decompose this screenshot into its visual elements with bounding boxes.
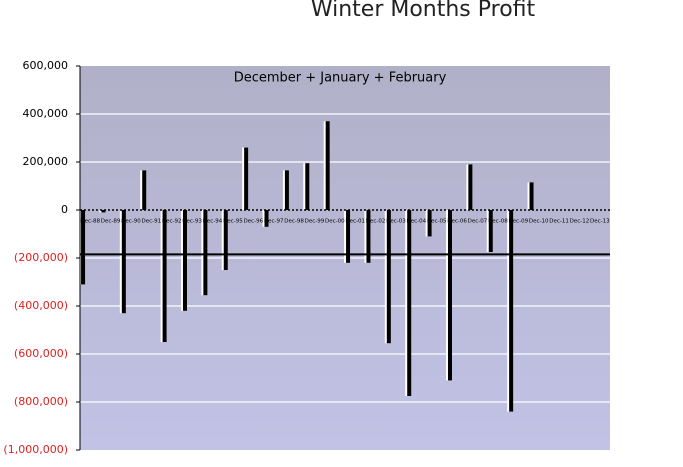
bar xyxy=(407,210,412,396)
bar xyxy=(488,210,493,252)
x-tick-label: Dec-88 xyxy=(80,219,100,225)
bar-shadow xyxy=(201,210,205,296)
bar xyxy=(386,210,391,344)
x-tick-label: Dec-99 xyxy=(305,219,325,225)
x-tick-label: Dec-01 xyxy=(345,219,365,225)
y-tick-label: (800,000) xyxy=(14,395,68,408)
bar-shadow xyxy=(364,210,368,263)
x-tick-label: Dec-95 xyxy=(223,219,243,225)
bar-shadow xyxy=(221,210,225,270)
bar-shadow xyxy=(99,210,103,213)
bar xyxy=(366,210,371,263)
x-tick-label: Dec-94 xyxy=(203,219,223,225)
bar xyxy=(284,170,289,210)
y-tick-label: (200,000) xyxy=(14,251,68,264)
y-tick-label: 0 xyxy=(61,203,68,216)
bar-shadow xyxy=(486,210,490,252)
bar-shadow xyxy=(527,182,531,210)
bar-shadow xyxy=(405,210,409,396)
bar xyxy=(121,210,126,314)
x-tick-label: Dec-89 xyxy=(101,219,121,225)
y-tick-label: (600,000) xyxy=(14,347,68,360)
bar-shadow xyxy=(344,210,348,263)
bar xyxy=(305,163,310,210)
y-tick-label: (1,000,000) xyxy=(3,443,68,456)
bar xyxy=(447,210,452,381)
bar-shadow xyxy=(445,210,449,381)
bar-shadow xyxy=(303,163,307,210)
x-tick-label: Dec-91 xyxy=(142,219,162,225)
x-tick-label: Dec-00 xyxy=(325,219,345,225)
x-tick-label: Dec-96 xyxy=(243,219,263,225)
x-tick-label: Dec-11 xyxy=(549,219,569,225)
x-tick-label: Dec-08 xyxy=(488,219,508,225)
bar xyxy=(468,164,473,210)
x-tick-label: Dec-93 xyxy=(182,219,202,225)
bar xyxy=(346,210,351,263)
x-tick-label: Dec-92 xyxy=(162,219,182,225)
bar-shadow xyxy=(180,210,184,311)
bar-shadow xyxy=(160,210,164,342)
y-tick-label: 400,000 xyxy=(23,107,69,120)
y-tick-label: (400,000) xyxy=(14,299,68,312)
bar xyxy=(81,210,86,285)
bar-shadow xyxy=(282,170,286,210)
bar xyxy=(264,210,269,227)
bar-shadow xyxy=(242,147,246,210)
y-tick-label: 200,000 xyxy=(23,155,69,168)
bar-shadow xyxy=(140,170,144,210)
bar-shadow xyxy=(507,210,511,412)
x-tick-label: Dec-90 xyxy=(121,219,141,225)
bar-shadow xyxy=(79,210,83,285)
bar xyxy=(142,170,147,210)
bar-shadow xyxy=(466,164,470,210)
bar-shadow xyxy=(262,210,266,227)
x-tick-label: Dec-97 xyxy=(264,219,284,225)
bar-shadow xyxy=(119,210,123,314)
bar xyxy=(101,210,106,213)
x-tick-label: Dec-03 xyxy=(386,219,406,225)
x-tick-label: Dec-09 xyxy=(508,219,528,225)
x-tick-label: Dec-02 xyxy=(366,219,386,225)
x-tick-label: Dec-04 xyxy=(407,219,427,225)
bar xyxy=(529,182,534,210)
x-tick-label: Dec-98 xyxy=(284,219,304,225)
chart-title: Winter Months Profit xyxy=(311,0,536,22)
bar xyxy=(223,210,228,270)
x-tick-label: Dec-13 xyxy=(590,219,610,225)
chart-subtitle: December + January + February xyxy=(234,71,447,86)
x-tick-label: Dec-05 xyxy=(427,219,447,225)
bar-shadow xyxy=(384,210,388,344)
bar xyxy=(244,147,249,210)
x-tick-label: Dec-12 xyxy=(570,219,590,225)
y-tick-label: 600,000 xyxy=(23,59,69,72)
bar xyxy=(182,210,187,311)
bar xyxy=(325,121,330,210)
bar xyxy=(203,210,208,296)
bar xyxy=(509,210,514,412)
x-tick-label: Dec-07 xyxy=(468,219,488,225)
x-tick-label: Dec-06 xyxy=(447,219,467,225)
bar xyxy=(427,210,432,237)
x-tick-label: Dec-10 xyxy=(529,219,549,225)
bar-shadow xyxy=(425,210,429,237)
bar-shadow xyxy=(323,121,327,210)
bar xyxy=(162,210,167,342)
